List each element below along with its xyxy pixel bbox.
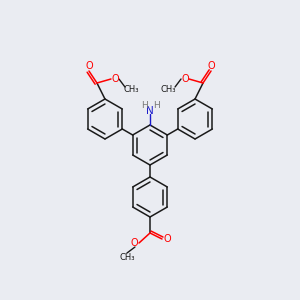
Text: O: O — [163, 234, 171, 244]
Text: O: O — [85, 61, 93, 71]
Text: O: O — [207, 61, 215, 71]
Text: O: O — [111, 74, 119, 84]
Text: O: O — [181, 74, 189, 84]
Text: H: H — [153, 101, 159, 110]
Text: CH₃: CH₃ — [123, 85, 139, 94]
Text: H: H — [141, 101, 147, 110]
Text: CH₃: CH₃ — [160, 85, 176, 94]
Text: CH₃: CH₃ — [119, 254, 135, 262]
Text: O: O — [130, 238, 138, 248]
Text: N: N — [146, 106, 154, 116]
